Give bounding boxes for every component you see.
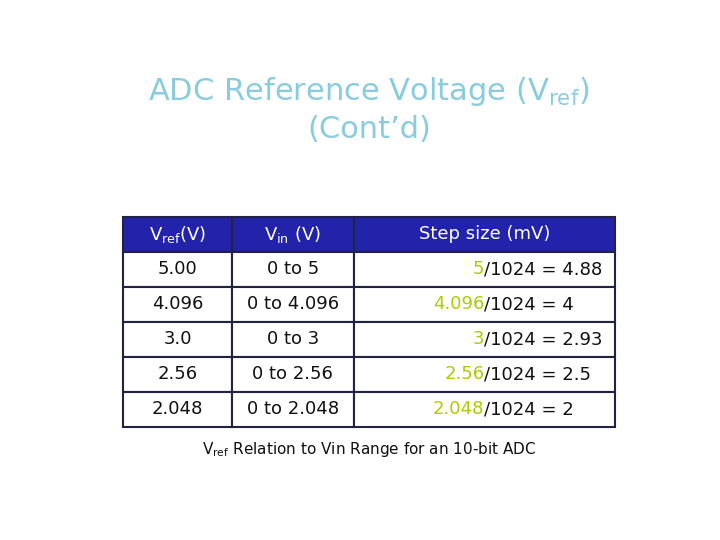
Text: /1024 = 4: /1024 = 4: [485, 295, 574, 313]
Text: /1024 = 2.5: /1024 = 2.5: [485, 365, 591, 383]
Text: /1024 = 4.88: /1024 = 4.88: [485, 260, 603, 278]
Text: 2.56: 2.56: [444, 365, 485, 383]
Text: V$_{\mathrm{in}}$ (V): V$_{\mathrm{in}}$ (V): [264, 224, 321, 245]
Text: 3.0: 3.0: [163, 330, 192, 348]
Text: 2.048: 2.048: [433, 400, 485, 418]
Text: 0 to 5: 0 to 5: [267, 260, 319, 278]
FancyBboxPatch shape: [232, 287, 354, 321]
FancyBboxPatch shape: [232, 252, 354, 287]
FancyBboxPatch shape: [124, 287, 232, 321]
Text: 0 to 4.096: 0 to 4.096: [247, 295, 339, 313]
FancyBboxPatch shape: [232, 392, 354, 427]
FancyBboxPatch shape: [124, 392, 232, 427]
Text: /1024 = 2: /1024 = 2: [485, 400, 574, 418]
Text: 5: 5: [473, 260, 485, 278]
Text: ADC Reference Voltage (V$_{\mathrm{ref}}$): ADC Reference Voltage (V$_{\mathrm{ref}}…: [148, 75, 590, 109]
FancyBboxPatch shape: [354, 321, 615, 356]
FancyBboxPatch shape: [124, 217, 232, 252]
FancyBboxPatch shape: [124, 356, 232, 392]
FancyBboxPatch shape: [354, 217, 615, 252]
Text: 2.048: 2.048: [152, 400, 203, 418]
FancyBboxPatch shape: [354, 252, 615, 287]
Text: 0 to 3: 0 to 3: [267, 330, 319, 348]
Text: 0 to 2.56: 0 to 2.56: [253, 365, 333, 383]
FancyBboxPatch shape: [354, 392, 615, 427]
FancyBboxPatch shape: [124, 321, 232, 356]
Text: (Cont’d): (Cont’d): [307, 114, 431, 144]
FancyBboxPatch shape: [354, 356, 615, 392]
Text: 2.56: 2.56: [158, 365, 197, 383]
Text: 3: 3: [473, 330, 485, 348]
FancyBboxPatch shape: [124, 252, 232, 287]
Text: V$_{\mathrm{ref}}$(V): V$_{\mathrm{ref}}$(V): [149, 224, 206, 245]
Text: 4.096: 4.096: [433, 295, 485, 313]
FancyBboxPatch shape: [354, 287, 615, 321]
Text: V$_{\mathrm{ref}}$ Relation to Vin Range for an 10-bit ADC: V$_{\mathrm{ref}}$ Relation to Vin Range…: [202, 440, 536, 459]
Text: Step size (mV): Step size (mV): [419, 225, 550, 243]
FancyBboxPatch shape: [232, 321, 354, 356]
Text: 5.00: 5.00: [158, 260, 197, 278]
FancyBboxPatch shape: [232, 217, 354, 252]
FancyBboxPatch shape: [232, 356, 354, 392]
Text: 0 to 2.048: 0 to 2.048: [247, 400, 339, 418]
Text: 4.096: 4.096: [152, 295, 203, 313]
Text: /1024 = 2.93: /1024 = 2.93: [485, 330, 603, 348]
